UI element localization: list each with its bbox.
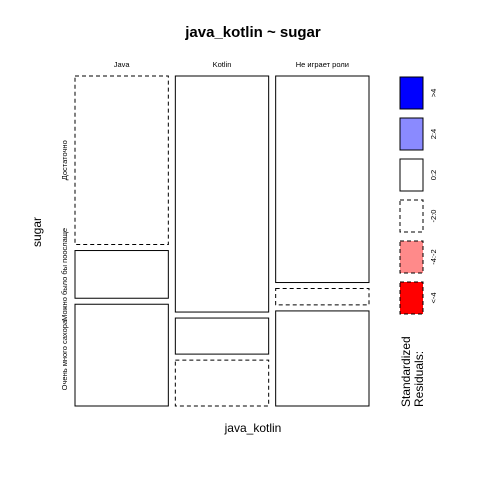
legend-swatch xyxy=(399,117,424,151)
x-axis-label: java_kotlin xyxy=(224,421,282,435)
cell-java-можно-было-бы-поослаще xyxy=(74,250,169,299)
legend-swatch xyxy=(399,281,424,315)
y-tick-label: Достаточно xyxy=(60,140,69,180)
cell-не-играет-роли-можно-было-бы-поослаще xyxy=(275,288,370,306)
cell-не-играет-роли-очень-много-сахора xyxy=(275,310,370,407)
cell-kotlin-можно-было-бы-поослаще xyxy=(174,317,270,355)
y-tick-label: Можно было бы поослаще xyxy=(60,228,69,321)
legend-swatch xyxy=(399,76,424,110)
x-tick-label: Kotlin xyxy=(213,60,232,69)
cell-java-достаточно xyxy=(74,75,169,246)
legend-title-line1: Standardized xyxy=(399,336,413,407)
legend-swatch xyxy=(399,240,424,274)
mosaic-cells xyxy=(74,75,370,407)
cell-не-играет-роли-достаточно xyxy=(275,75,370,284)
x-tick-label: Не играет роли xyxy=(296,60,349,69)
chart-title: java_kotlin ~ sugar xyxy=(184,24,321,41)
legend-label: <-4 xyxy=(429,292,438,303)
legend-label: >4 xyxy=(429,89,438,98)
x-tick-label: Java xyxy=(114,60,131,69)
legend-label: -2:0 xyxy=(429,210,438,223)
legend-label: -4:-2 xyxy=(429,249,438,264)
legend-swatch xyxy=(399,158,424,192)
legend: >4 2:4 0:2 -2:0 -4:-2 <-4 Standardized Residu… xyxy=(399,76,438,407)
y-tick-label: Очень много сахора xyxy=(60,319,69,390)
cell-kotlin-очень-много-сахора xyxy=(174,359,270,407)
cell-kotlin-достаточно xyxy=(174,75,270,313)
legend-label: 2:4 xyxy=(429,129,438,139)
y-axis-label: sugar xyxy=(30,217,44,247)
legend-title-line2: Residuals: xyxy=(412,351,426,407)
legend-swatch xyxy=(399,199,424,233)
cell-java-очень-много-сахора xyxy=(74,303,169,407)
legend-label: 0:2 xyxy=(429,170,438,180)
x-tick-labels: Java Kotlin Не играет роли xyxy=(114,60,349,69)
